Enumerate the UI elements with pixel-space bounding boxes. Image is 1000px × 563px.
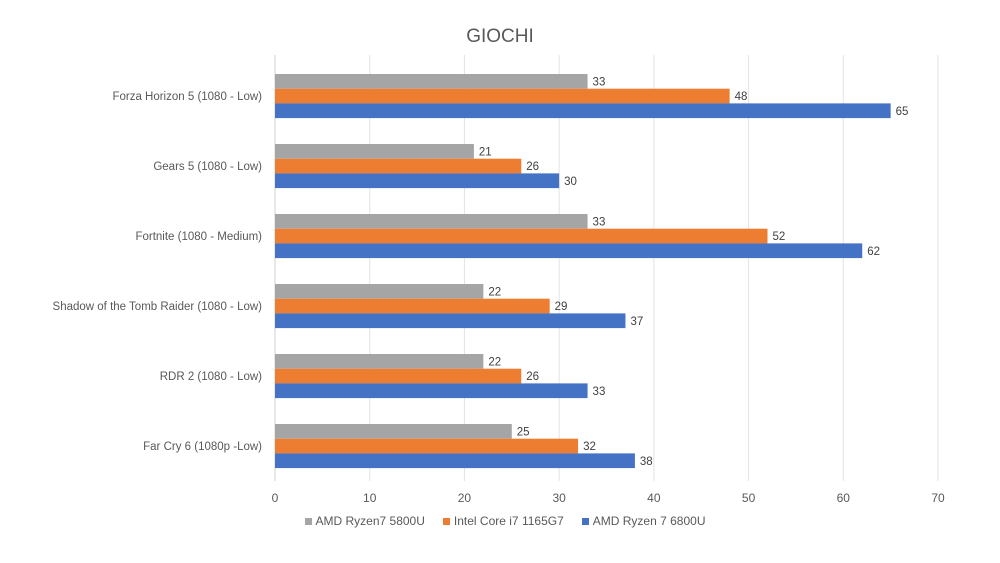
data-label: 22	[488, 356, 501, 368]
data-label: 62	[867, 246, 880, 258]
data-label: 22	[488, 286, 501, 298]
bar	[275, 383, 588, 399]
legend-label: Intel Core i7 1165G7	[453, 514, 564, 528]
x-tick-label: 30	[552, 491, 566, 505]
x-tick-label: 20	[458, 491, 472, 505]
bar	[275, 424, 512, 439]
bar	[275, 173, 560, 189]
bar	[275, 298, 550, 314]
category-label: Forza Horizon 5 (1080 - Low)	[112, 91, 262, 103]
legend-label: AMD Ryzen 7 6800U	[592, 514, 706, 528]
bar	[275, 453, 635, 469]
legend-swatch	[581, 517, 589, 525]
category-label: Shadow of the Tomb Raider (1080 - Low)	[53, 301, 263, 313]
category-label: Far Cry 6 (1080p -Low)	[143, 441, 262, 453]
data-label: 33	[593, 386, 606, 398]
legend-item: Intel Core i7 1165G7	[442, 514, 564, 528]
category-label: RDR 2 (1080 - Low)	[160, 371, 262, 383]
x-tick-label: 60	[837, 491, 851, 505]
bar	[275, 88, 730, 104]
data-label: 33	[593, 216, 606, 228]
data-label: 52	[773, 231, 786, 243]
bar	[275, 368, 522, 384]
data-label: 29	[555, 301, 568, 313]
bar	[275, 103, 891, 119]
category-label: Gears 5 (1080 - Low)	[153, 161, 262, 173]
legend: AMD Ryzen7 5800U Intel Core i7 1165G7 AMD …	[0, 514, 1000, 528]
x-tick-label: 50	[742, 491, 756, 505]
legend-label: AMD Ryzen7 5800U	[315, 514, 425, 528]
bar	[275, 243, 863, 259]
data-label: 25	[517, 426, 530, 438]
chart-title: GIOCHI	[466, 26, 534, 47]
bar	[275, 284, 484, 299]
x-tick-label: 0	[272, 491, 279, 505]
bar	[275, 158, 522, 174]
bar	[275, 313, 626, 329]
bar	[275, 214, 588, 229]
data-label: 21	[479, 146, 492, 158]
legend-item: AMD Ryzen7 5800U	[304, 514, 425, 528]
data-label: 26	[526, 161, 539, 173]
x-tick-label: 70	[931, 491, 945, 505]
bar	[275, 144, 474, 159]
bar	[275, 438, 579, 454]
legend-swatch	[304, 517, 312, 525]
x-tick-label: 40	[647, 491, 661, 505]
category-label: Fortnite (1080 - Medium)	[135, 231, 262, 243]
data-label: 33	[593, 76, 606, 88]
x-tick-label: 10	[363, 491, 377, 505]
data-label: 30	[564, 176, 577, 188]
data-label: 48	[735, 91, 748, 103]
data-label: 65	[896, 106, 909, 118]
legend-swatch	[442, 517, 450, 525]
bar	[275, 354, 484, 369]
bar	[275, 228, 768, 244]
legend-item: AMD Ryzen 7 6800U	[581, 514, 706, 528]
data-label: 38	[640, 456, 653, 468]
bar	[275, 74, 588, 89]
data-label: 26	[526, 371, 539, 383]
data-label: 37	[630, 316, 643, 328]
data-label: 32	[583, 441, 596, 453]
